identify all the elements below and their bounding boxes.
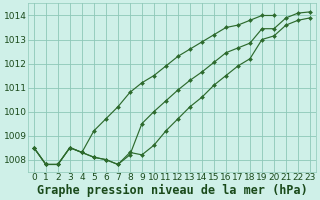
X-axis label: Graphe pression niveau de la mer (hPa): Graphe pression niveau de la mer (hPa) xyxy=(36,183,307,197)
